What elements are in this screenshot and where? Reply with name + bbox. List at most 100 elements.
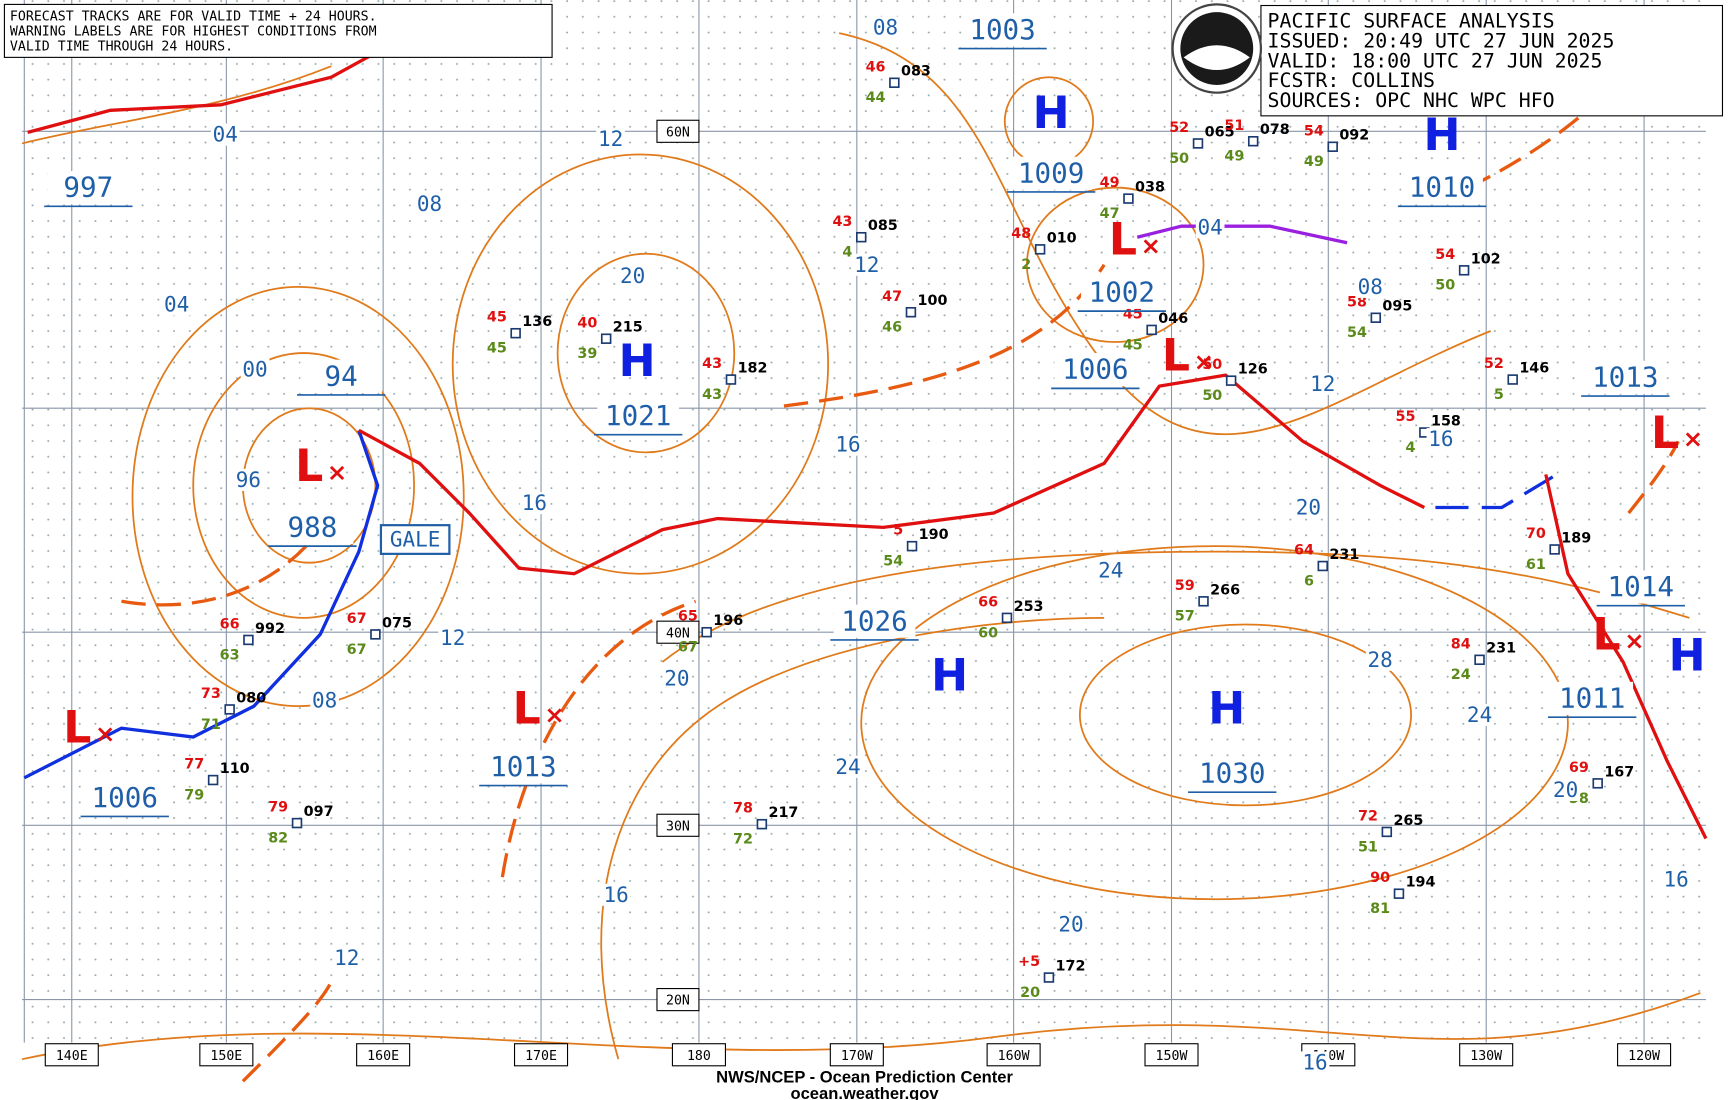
- station-dewpoint: 45: [487, 341, 507, 357]
- lat-label-box: [656, 119, 700, 143]
- lat-label: 60N: [666, 125, 690, 140]
- station-temp: 67: [347, 611, 367, 627]
- station-id: 046: [1158, 311, 1188, 327]
- station-marker: [370, 629, 381, 640]
- isobar-label: 04: [1198, 215, 1223, 239]
- pressure-box: [597, 399, 680, 433]
- station-temp: 79: [268, 800, 288, 816]
- lon-label-box: [1459, 1043, 1514, 1067]
- pressure-box: [1054, 353, 1137, 387]
- station-marker: [1043, 972, 1055, 983]
- pressure-label: 1006: [92, 781, 158, 814]
- isobar-label-bg: [1056, 913, 1086, 936]
- isobar-label-bg: [1195, 216, 1225, 239]
- pressure-label: 997: [63, 171, 113, 204]
- lat-label-box: [656, 988, 700, 1012]
- pressure-label: 1013: [490, 750, 556, 783]
- lon-label: 150W: [1156, 1049, 1188, 1064]
- station-marker: [1001, 612, 1013, 624]
- isobar-label-bg: [852, 253, 882, 276]
- note-box: [3, 3, 553, 58]
- footer-line: NWS/NCEP - Ocean Prediction Center: [716, 1067, 1013, 1086]
- station-marker: [725, 374, 737, 385]
- isobar-label: 16: [522, 491, 547, 515]
- pressure-box: [1080, 275, 1163, 309]
- station-dewpoint: 54: [883, 554, 903, 570]
- lon-label: 140E: [56, 1049, 88, 1064]
- isobar-label-bg: [871, 16, 900, 39]
- isobar-label: 96: [236, 468, 261, 492]
- isobar-label-bg: [1294, 496, 1323, 519]
- isobar-label: 20: [1553, 778, 1578, 802]
- low-cross: ×: [1624, 626, 1644, 655]
- station-id: 266: [1210, 582, 1240, 598]
- lon-label-box: [671, 1043, 726, 1067]
- station-marker: [1458, 265, 1470, 276]
- isobar-label: 12: [598, 127, 623, 151]
- station-id: 085: [868, 218, 898, 234]
- station-dewpoint: 82: [268, 831, 288, 847]
- low-symbol: L: [295, 441, 323, 492]
- pressure-box: [271, 510, 354, 544]
- isobar-label-bg: [310, 689, 339, 712]
- station-id: 075: [382, 615, 412, 631]
- low-cross: ×: [95, 719, 115, 748]
- station-dewpoint: 47: [1100, 206, 1120, 222]
- station-dewpoint: 5: [1494, 387, 1504, 403]
- station-dewpoint: 50: [1435, 278, 1455, 294]
- station-id: 100: [918, 293, 948, 309]
- station-dewpoint: 4: [842, 245, 852, 261]
- pressure-box: [1191, 756, 1274, 790]
- isobar-label: 04: [164, 293, 189, 317]
- station-marker: [207, 774, 219, 786]
- station-temp: 66: [220, 616, 240, 632]
- station-dewpoint: 61: [1526, 557, 1546, 573]
- station-dewpoint: 4: [1406, 440, 1416, 456]
- station-temp: 66: [978, 594, 998, 610]
- station-temp: 5: [893, 523, 903, 539]
- station-marker: [889, 77, 900, 88]
- pressure-label: 1009: [1018, 156, 1084, 189]
- station-temp: 69: [1569, 760, 1589, 776]
- station-dewpoint: 49: [1304, 154, 1324, 170]
- pressure-box: [1010, 156, 1093, 190]
- isobar-label: 24: [835, 755, 860, 779]
- station-id: 217: [768, 805, 798, 821]
- lat-label-box: [656, 620, 700, 644]
- lat-label: 20N: [666, 994, 690, 1009]
- pressure-label: 1026: [841, 604, 907, 637]
- isobar-label: 12: [334, 946, 359, 970]
- station-marker: [1247, 135, 1259, 147]
- station-temp: 70: [1526, 526, 1546, 542]
- station-id: 065: [1205, 124, 1235, 140]
- lon-label: 170E: [525, 1049, 557, 1064]
- note-line: VALID TIME THROUGH 24 HOURS.: [10, 39, 233, 54]
- isobar-label: 20: [1058, 913, 1083, 937]
- station-temp: 51: [1224, 118, 1244, 134]
- station-id: 083: [901, 64, 931, 80]
- station-temp: 55: [1396, 409, 1416, 425]
- isobar-label-bg: [1096, 559, 1126, 582]
- station-marker: [1146, 324, 1157, 336]
- station-temp: 52: [1484, 356, 1504, 372]
- station-marker: [1123, 193, 1134, 204]
- isobar-label-bg: [662, 667, 692, 690]
- isobar-label: 24: [1098, 559, 1123, 583]
- pressure-box: [1584, 360, 1667, 394]
- station-id: 010: [1047, 230, 1077, 246]
- lon-label: 160W: [998, 1049, 1030, 1064]
- isobar-label-bg: [1355, 275, 1385, 298]
- station-marker: [291, 817, 303, 829]
- isobar-label: 16: [1302, 1051, 1327, 1075]
- isobar-label: 16: [1428, 427, 1453, 451]
- station-temp: 43: [702, 356, 722, 372]
- low-cross: ×: [544, 700, 564, 729]
- station-dewpoint: 50: [1202, 388, 1222, 404]
- pressure-label: 1011: [1559, 682, 1625, 715]
- station-marker: [756, 818, 768, 830]
- station-id: 110: [220, 761, 250, 777]
- low-symbol: L: [1592, 610, 1620, 661]
- pressure-label: 1021: [605, 399, 671, 432]
- isobar-label: 12: [1310, 372, 1335, 396]
